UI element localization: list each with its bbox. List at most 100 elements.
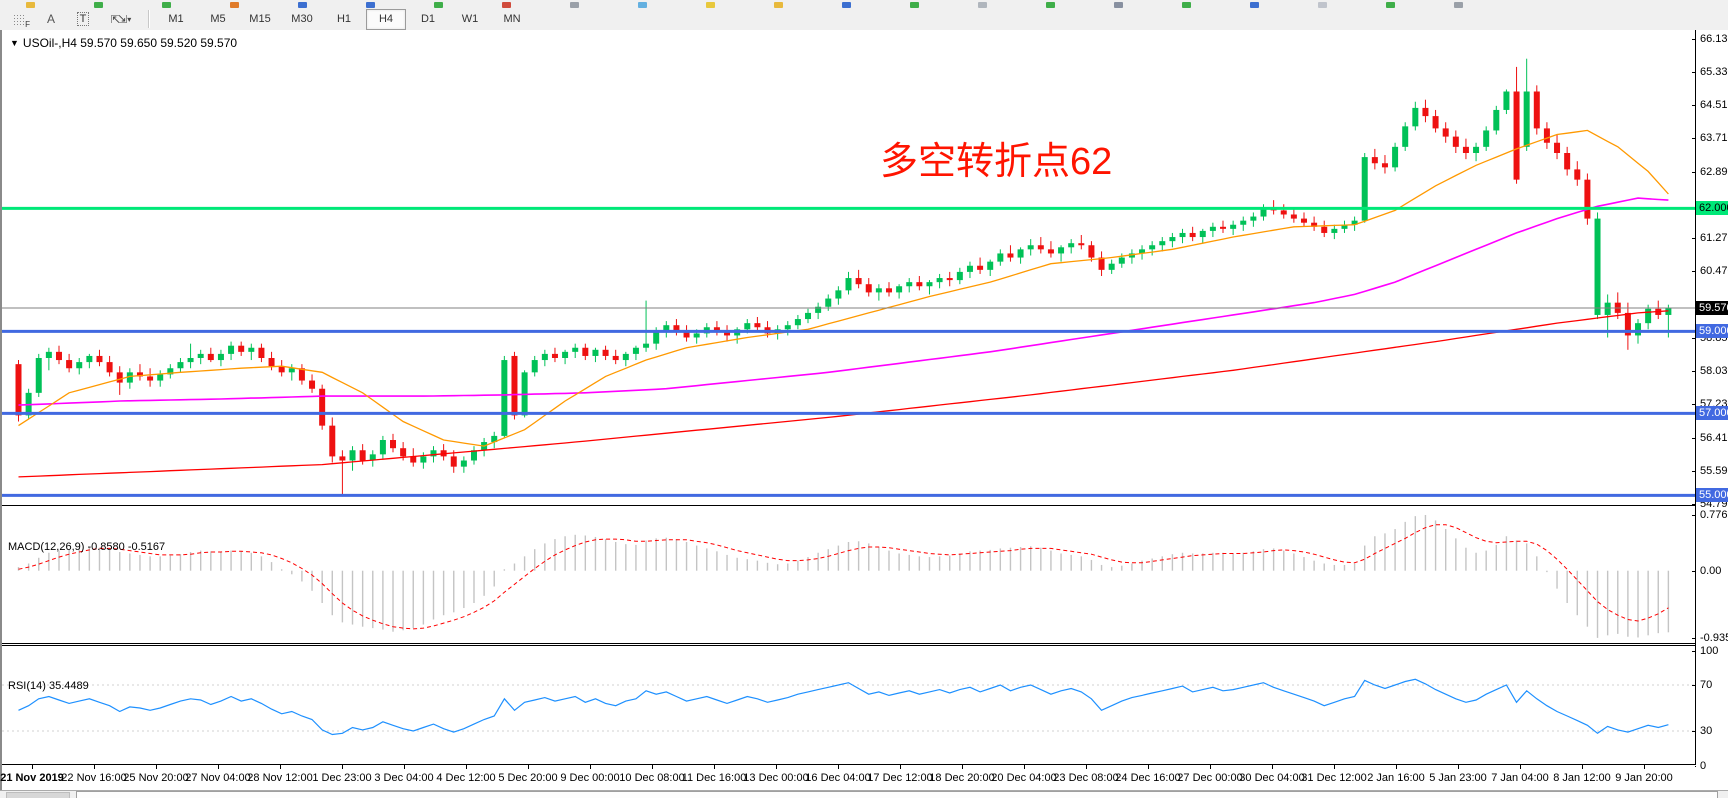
timeframe-button-m5[interactable]: M5 — [210, 13, 226, 25]
candle-body — [906, 282, 913, 287]
timeframe-button-m30[interactable]: M30 — [291, 13, 313, 25]
candle-body — [45, 351, 52, 358]
candle-body — [55, 351, 62, 361]
time-label: 17 Dec 12:00 — [867, 772, 933, 784]
time-tick — [900, 765, 901, 769]
horizontal-scrollbar[interactable] — [76, 791, 1718, 798]
candle-body — [258, 347, 265, 358]
chart-canvas[interactable] — [2, 30, 1728, 790]
axis-tick — [1692, 437, 1696, 439]
time-tick — [1272, 765, 1273, 769]
cursor-arrows-icon[interactable]: ⇱⇲ ▾ — [110, 13, 132, 26]
price-badge: 55.000 — [1696, 488, 1728, 503]
axis-tick — [1692, 731, 1696, 732]
time-tick — [404, 765, 405, 769]
time-tick — [156, 765, 157, 769]
time-label: 3 Dec 04:00 — [374, 772, 434, 784]
candle-body — [1189, 232, 1196, 238]
toolbar-icon-fragment — [230, 2, 239, 8]
axis-tick — [1692, 570, 1696, 572]
toolbar-icon-fragment — [570, 2, 579, 8]
time-axis[interactable]: 21 Nov 2019 22 Nov 16:00 25 Nov 20:00 27 No… — [0, 765, 1695, 790]
timeframe-button-h1[interactable]: H1 — [336, 13, 352, 25]
price-badge: 62.000 — [1696, 201, 1728, 216]
price-tick-label: 60.470 — [1700, 265, 1728, 278]
axis-tick — [1692, 471, 1696, 473]
candle-body — [1473, 146, 1480, 153]
candle-body — [1250, 216, 1257, 221]
price-axis[interactable]: 66.130 65.330 64.510 63.710 62.890 61.270 60.4… — [1692, 30, 1728, 772]
candle-body — [106, 362, 113, 373]
candle-body — [35, 358, 42, 393]
pane-divider[interactable] — [2, 505, 1728, 506]
candle-body — [359, 450, 366, 461]
candle-body — [1483, 130, 1490, 147]
chart-toolbar: F A T ⇱⇲ ▾ M1 M5 M15 M30 H1 H4 D1 W1 MN — [0, 8, 1728, 31]
text-label-icon[interactable]: A — [46, 12, 55, 26]
candle-body — [643, 343, 650, 348]
candle-body — [1280, 210, 1287, 215]
candle-body — [815, 306, 822, 313]
timeframe-button-m15[interactable]: M15 — [249, 13, 271, 25]
time-tick — [776, 765, 777, 769]
time-label: 21 Nov 2019 — [0, 772, 64, 784]
candle-body — [966, 265, 973, 272]
axis-tick — [1692, 39, 1696, 41]
time-label: 20 Dec 04:00 — [991, 772, 1057, 784]
candle-body — [724, 331, 731, 336]
candle-body — [1564, 153, 1571, 170]
candle-body — [390, 440, 397, 449]
axis-tick — [1692, 514, 1696, 516]
candle-body — [309, 380, 316, 389]
toolbar-icon-fragment — [638, 2, 647, 8]
candle-body — [1098, 257, 1105, 270]
timeframe-group: M1 M5 M15 M30 H1 H4 D1 W1 MN — [155, 8, 533, 30]
candle-body — [551, 353, 558, 358]
candle-body — [197, 353, 204, 358]
candle-body — [1361, 157, 1368, 221]
pane-divider[interactable] — [2, 643, 1728, 644]
candle-body — [1058, 247, 1065, 254]
candle-body — [1513, 91, 1520, 180]
time-tick — [342, 765, 343, 769]
candle-body — [329, 425, 336, 457]
candle-body — [1230, 224, 1237, 229]
candle-body — [1452, 136, 1459, 147]
snap-grid-icon[interactable]: F — [6, 10, 32, 29]
candle-body — [1300, 218, 1307, 223]
timeframe-button-w1[interactable]: W1 — [461, 13, 479, 25]
symbol-dropdown-icon[interactable]: ▼ — [10, 38, 19, 48]
time-label: 2 Jan 16:00 — [1367, 772, 1425, 784]
time-tick — [714, 765, 715, 769]
candle-body — [278, 366, 285, 373]
candle-body — [582, 347, 589, 356]
candle-body — [885, 288, 892, 293]
candle-body — [288, 368, 295, 373]
candle-body — [987, 261, 994, 270]
candle-body — [663, 325, 670, 332]
axis-tick — [1692, 271, 1696, 273]
timeframe-button-h4[interactable]: H4 — [366, 8, 406, 30]
candle-body — [228, 345, 235, 354]
candle-body — [430, 450, 437, 457]
macd-tick-label: -0.9358 — [1700, 631, 1728, 644]
timeframe-button-m1[interactable]: M1 — [168, 13, 184, 25]
symbol-title[interactable]: ▼ USOil-,H4 59.570 59.650 59.520 59.570 — [10, 36, 237, 50]
timeframe-button-d1[interactable]: D1 — [420, 13, 436, 25]
axis-tick — [1692, 71, 1696, 73]
candle-body — [339, 456, 346, 461]
candle-body — [1442, 128, 1449, 137]
rsi-tick-label: 100 — [1700, 644, 1719, 657]
text-box-icon[interactable]: T — [70, 10, 96, 28]
toolbar-icon-fragment — [1454, 2, 1463, 8]
pane-divider — [2, 764, 1728, 765]
candle-body — [501, 360, 508, 436]
axis-tick — [1692, 238, 1696, 240]
chart-window[interactable]: ▼ USOil-,H4 59.570 59.650 59.520 59.570 … — [0, 30, 1728, 790]
moving-average-line — [18, 197, 1669, 406]
price-tick-label: 56.410 — [1700, 431, 1728, 444]
time-label: 24 Dec 16:00 — [1115, 772, 1181, 784]
toolbar-icon-fragment — [434, 2, 443, 8]
timeframe-button-mn[interactable]: MN — [503, 13, 521, 25]
time-label: 25 Nov 20:00 — [123, 772, 189, 784]
